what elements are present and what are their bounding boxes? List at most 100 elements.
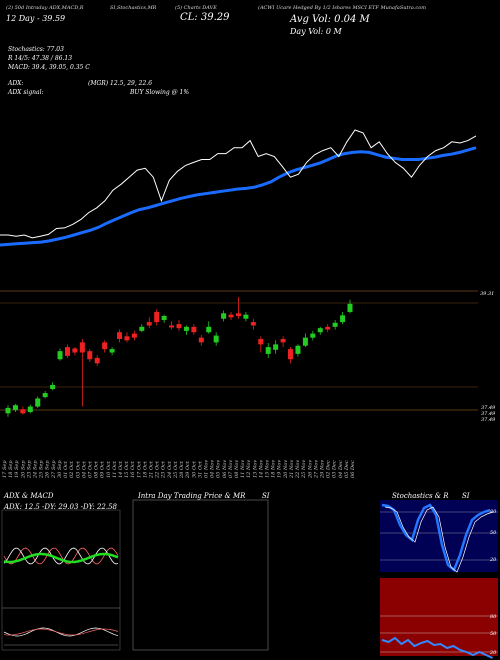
ma-line <box>0 146 477 247</box>
date-tick-label: 05 Nov <box>216 460 222 478</box>
avg-vol-readout: Avg Vol: 0.04 M <box>290 14 370 25</box>
price-label-top: 39.31 <box>480 291 495 297</box>
header-left-title: (2) 50d Intraday ADX,MACD,R <box>6 5 84 11</box>
candle-body <box>57 351 63 360</box>
date-tick-label: 18 Sep <box>8 460 14 478</box>
date-tick-label: 22 Oct <box>155 460 161 479</box>
rsi-tick-80: 80 <box>490 614 497 620</box>
candle-body <box>317 328 323 333</box>
candle-body <box>288 349 294 360</box>
candle-body <box>332 322 338 327</box>
macd-signal-line <box>3 628 119 636</box>
candle-body <box>64 347 70 356</box>
date-tick-label: 31 Oct <box>197 460 203 478</box>
date-tick-label: 30 Sep <box>57 460 63 478</box>
header-stoch-title: SI,Stochastics,MR <box>110 5 157 11</box>
date-tick-label: 21 Nov <box>289 460 295 479</box>
candle-body <box>310 333 316 338</box>
date-tick-label: 03 Oct <box>75 460 81 478</box>
candle-body <box>12 405 18 410</box>
stoch-tick-50: 50 <box>490 530 497 536</box>
adx-label: ADX: <box>8 80 24 87</box>
header-right-title: (ACWI Ucare Hedged By 1/2 Ishares MSCI E… <box>258 5 426 11</box>
price-line <box>0 129 477 239</box>
rsi-tick-20: 20 <box>490 650 497 656</box>
date-tick-label: 01 Nov <box>203 460 209 478</box>
date-tick-label: 07 Oct <box>87 460 93 478</box>
buy-signal: BUY Slowing @ 1% <box>130 89 190 96</box>
day-vol-readout: Day Vol: 0 M <box>290 27 342 36</box>
stoch-panel-title: Stochastics & R <box>392 492 449 500</box>
date-tick-label: 23 Oct <box>161 460 167 479</box>
date-tick-label: 17 Sep <box>2 460 8 478</box>
date-tick-label: 04 Dec <box>338 460 344 478</box>
adx-panel-frame <box>1 509 121 651</box>
date-tick-label: 14 Nov <box>258 460 264 478</box>
candle-body <box>258 338 264 345</box>
candle-body <box>250 322 256 326</box>
date-tick-label: 03 Dec <box>332 460 338 478</box>
date-tick-label: 21 Oct <box>149 460 155 479</box>
date-tick-label: 20 Nov <box>283 460 289 479</box>
adx-di-plus-line <box>3 547 119 565</box>
candle-body <box>117 332 123 339</box>
date-tick-label: 05 Dec <box>344 460 350 478</box>
candle-body <box>183 326 189 331</box>
candle-body <box>94 357 100 364</box>
date-tick-label: 02 Dec <box>326 460 332 478</box>
candle-body <box>102 342 108 350</box>
candle-body <box>27 406 33 412</box>
date-tick-label: 08 Oct <box>94 460 100 478</box>
candle-body <box>273 344 279 350</box>
date-tick-label: 15 Nov <box>265 460 271 478</box>
candle-body <box>340 315 346 323</box>
date-tick-label: 25 Oct <box>173 460 179 479</box>
date-tick-label: 01 Oct <box>63 460 69 478</box>
date-tick-label: 29 Oct <box>185 460 191 479</box>
candle-body <box>169 325 175 328</box>
rsi-line <box>381 636 493 659</box>
adx-panel-readout: ADX: 12.5 -DY: 29.03 -DY: 22.58 <box>4 503 117 511</box>
candle-body <box>161 316 167 321</box>
date-tick-label: 20 Sep <box>20 460 26 479</box>
ema-readout: 12 Day - 39.59 <box>6 14 66 23</box>
candle-body <box>42 393 48 398</box>
stoch-panel-si: SI <box>462 492 470 500</box>
candle-body <box>5 407 11 414</box>
candle-body <box>124 336 130 341</box>
date-tick-label: 30 Oct <box>191 460 197 478</box>
candle-body <box>235 313 241 317</box>
date-tick-label: 06 Nov <box>222 460 228 478</box>
candle-body <box>176 324 182 329</box>
r-readout: R 14/5: 47.38 / 86.13 <box>8 55 73 62</box>
date-tick-label: 14 Oct <box>118 460 124 478</box>
candle-body <box>154 311 160 323</box>
date-tick-label: 04 Nov <box>210 460 216 478</box>
date-tick-label: 13 Nov <box>252 460 258 478</box>
candle-body <box>146 322 152 326</box>
stoch-k-line <box>381 503 491 573</box>
date-tick-label: 18 Oct <box>142 460 148 478</box>
candle-body <box>280 338 286 343</box>
date-tick-label: 10 Oct <box>106 460 112 478</box>
date-tick-label: 26 Nov <box>307 460 313 479</box>
date-tick-label: 25 Nov <box>301 460 307 479</box>
date-tick-label: 24 Sep <box>33 460 39 479</box>
date-tick-label: 27 Sep <box>51 460 57 479</box>
intraday-panel-frame <box>132 499 269 651</box>
adx-di-minus-line <box>3 547 119 565</box>
candle-body <box>213 335 219 343</box>
candle-body <box>20 409 26 414</box>
date-tick-label: 15 Oct <box>124 460 130 478</box>
candle-body <box>50 384 56 389</box>
candle-body <box>325 326 331 330</box>
date-tick-label: 11 Nov <box>240 460 246 478</box>
date-tick-label: 19 Nov <box>277 460 283 478</box>
date-tick-label: 22 Nov <box>295 460 301 479</box>
candle-body <box>302 337 308 346</box>
close-readout: CL: 39.29 <box>180 12 230 23</box>
adx-line <box>3 552 119 564</box>
stoch-d-line <box>384 506 494 573</box>
rsi-tick-50: 50 <box>490 631 497 637</box>
date-tick-label: 18 Nov <box>271 460 277 478</box>
